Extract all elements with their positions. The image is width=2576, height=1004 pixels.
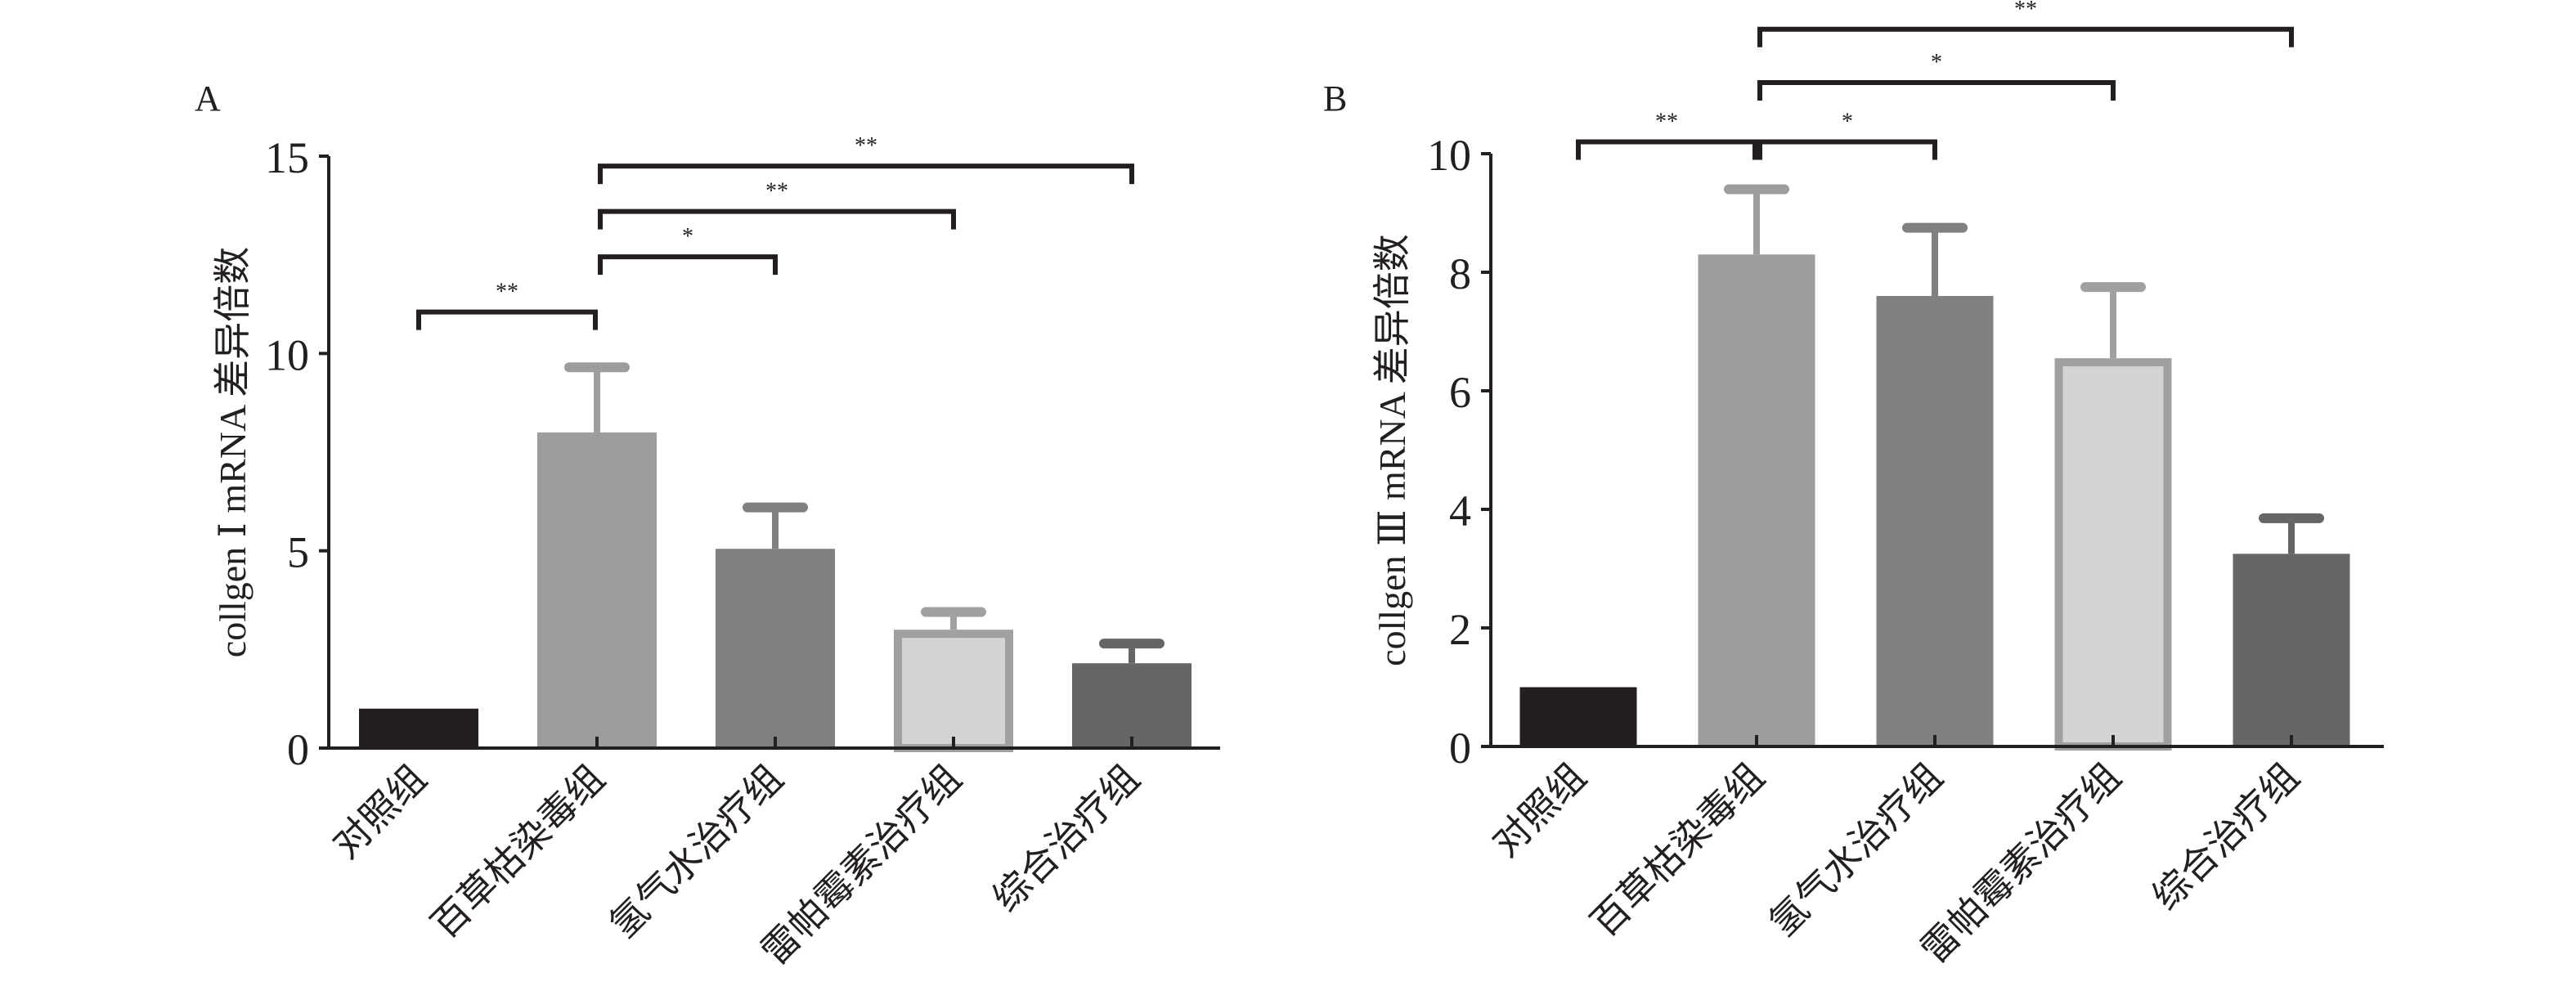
bar	[2054, 358, 2172, 751]
x-tick-label: 综合治疗组	[2144, 755, 2307, 918]
y-tick-label: 8	[1449, 249, 1471, 298]
bar	[894, 630, 1013, 753]
significance-bracket	[598, 164, 1134, 185]
x-tick-label: 对照组	[325, 757, 434, 867]
x-tick-label: 对照组	[1484, 755, 1594, 865]
bar	[1698, 254, 1815, 746]
panel-label: B	[1323, 78, 1347, 119]
significance-bracket	[1757, 80, 2116, 101]
y-tick-label: 2	[1449, 605, 1471, 654]
significance-bracket	[1576, 139, 1757, 160]
bar	[716, 549, 835, 748]
x-tick-label: 氢气水治疗组	[1761, 755, 1950, 944]
significance-label: **	[765, 179, 788, 204]
x-tick-label: 综合治疗组	[985, 757, 1147, 920]
significance-label: **	[1655, 110, 1678, 135]
significance-label: **	[2014, 0, 2037, 22]
y-tick-label: 0	[287, 725, 309, 774]
bar	[1876, 296, 1994, 746]
significance-bracket	[1757, 139, 1937, 160]
significance-bracket	[598, 254, 778, 276]
y-axis-label: collgen Ⅲ mRNA 差异倍数	[1371, 234, 1413, 666]
y-tick-label: 6	[1449, 368, 1471, 417]
significance-bracket	[598, 208, 956, 230]
significance-label: **	[855, 133, 877, 159]
x-tick-label: 氢气水治疗组	[602, 757, 791, 946]
y-tick-label: 4	[1449, 486, 1471, 536]
y-tick-label: 15	[265, 133, 309, 182]
significance-label: *	[1842, 110, 1853, 135]
x-tick-label: 百草枯染毒组	[424, 757, 613, 946]
bar	[2233, 554, 2350, 746]
panel-label: A	[195, 78, 221, 119]
significance-label: **	[496, 280, 518, 305]
significance-label: *	[1931, 50, 1942, 75]
bar	[537, 432, 657, 748]
y-axis-label: collgen Ⅰ mRNA 差异倍数	[212, 247, 254, 657]
y-tick-label: 10	[1427, 131, 1471, 180]
y-tick-label: 10	[265, 330, 309, 379]
bar	[1072, 663, 1192, 748]
x-tick-label: 百草枯染毒组	[1583, 755, 1772, 944]
y-tick-label: 5	[287, 528, 309, 577]
significance-bracket	[1757, 26, 2294, 47]
y-tick-label: 0	[1449, 724, 1471, 773]
significance-bracket	[416, 309, 598, 330]
significance-label: *	[682, 224, 693, 249]
